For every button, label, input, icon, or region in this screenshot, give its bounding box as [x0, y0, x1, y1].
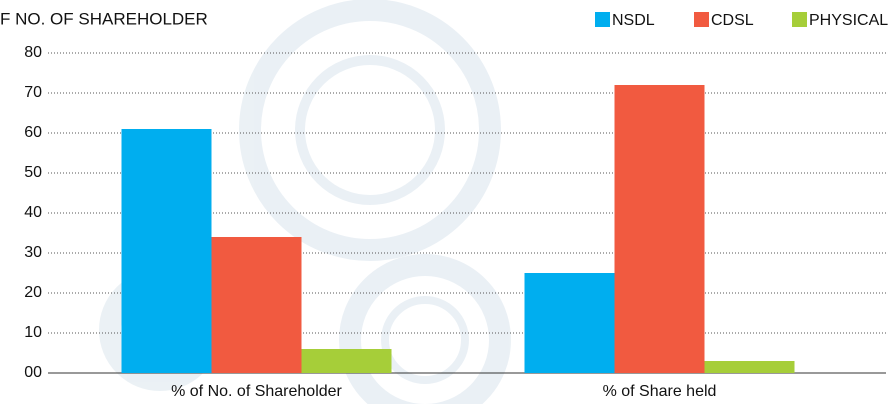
- legend-label: PHYSICAL: [809, 12, 888, 29]
- x-tick-label: % of Share held: [603, 383, 717, 400]
- y-tick-label: 60: [24, 124, 42, 141]
- y-tick-label: 30: [24, 244, 42, 261]
- y-tick-label: 70: [24, 84, 42, 101]
- chart: F NO. OF SHAREHOLDER 00 10 20 30 40 50 60 70 80%…: [0, 0, 889, 404]
- bar: [212, 237, 302, 373]
- bar: [122, 129, 212, 373]
- legend-label: CDSL: [711, 12, 754, 29]
- x-tick-label: % of No. of Shareholder: [171, 383, 342, 400]
- y-tick-label: 40: [24, 204, 42, 221]
- legend-swatch: [595, 12, 610, 27]
- bar: [705, 361, 795, 373]
- y-tick-label: 20: [24, 284, 42, 301]
- y-tick-label: 10: [24, 324, 42, 341]
- chart-title: F NO. OF SHAREHOLDER: [0, 9, 208, 28]
- legend-swatch: [694, 12, 709, 27]
- bar: [302, 349, 392, 373]
- legend-label: NSDL: [612, 12, 655, 29]
- bar: [615, 85, 705, 373]
- y-tick-label: 00: [24, 364, 42, 381]
- y-tick-label: 50: [24, 164, 42, 181]
- legend-swatch: [792, 12, 807, 27]
- y-tick-label: 80: [24, 44, 42, 61]
- bar: [525, 273, 615, 373]
